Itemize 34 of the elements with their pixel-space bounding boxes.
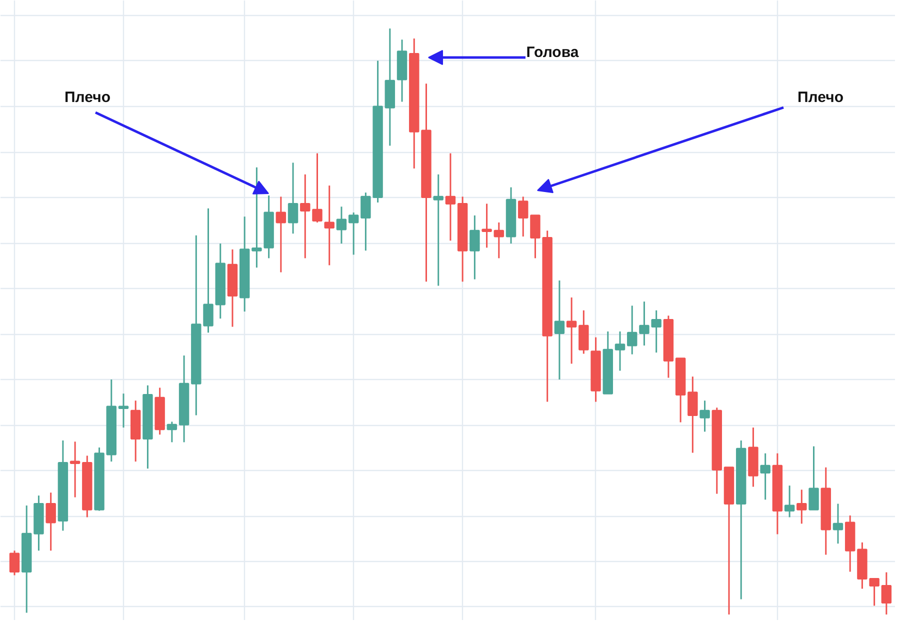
candlestick	[482, 202, 492, 248]
candlestick	[276, 196, 286, 274]
candlestick	[760, 452, 770, 500]
candlestick	[324, 184, 334, 266]
candlestick	[46, 492, 56, 552]
annotation: Голова	[526, 44, 580, 61]
candlestick	[614, 330, 626, 372]
candlestick	[494, 222, 504, 259]
candlestick	[518, 196, 528, 238]
candlestick	[252, 166, 262, 268]
annotation: Плечо	[64, 89, 110, 106]
candlestick	[166, 420, 178, 443]
candlestick	[433, 174, 444, 287]
candlestick	[808, 446, 819, 510]
candlestick	[796, 488, 807, 524]
candlestick	[470, 214, 480, 280]
candlestick	[881, 572, 892, 616]
candlestick	[312, 152, 322, 224]
candlestick	[832, 502, 844, 544]
candlestick	[348, 212, 359, 256]
candlestick	[445, 152, 456, 242]
annotation: Плечо	[798, 89, 844, 106]
candlestick	[688, 376, 698, 454]
candlestick	[566, 296, 577, 364]
candlestick	[554, 280, 565, 380]
candlestick	[118, 392, 129, 428]
candlestick	[70, 440, 80, 498]
candlestick	[784, 484, 795, 518]
candlestick	[9, 550, 20, 576]
candlestick	[627, 304, 638, 356]
candlestick	[300, 174, 310, 259]
candlestick	[288, 162, 298, 234]
candlestick	[700, 400, 710, 432]
candlestick	[336, 206, 347, 244]
